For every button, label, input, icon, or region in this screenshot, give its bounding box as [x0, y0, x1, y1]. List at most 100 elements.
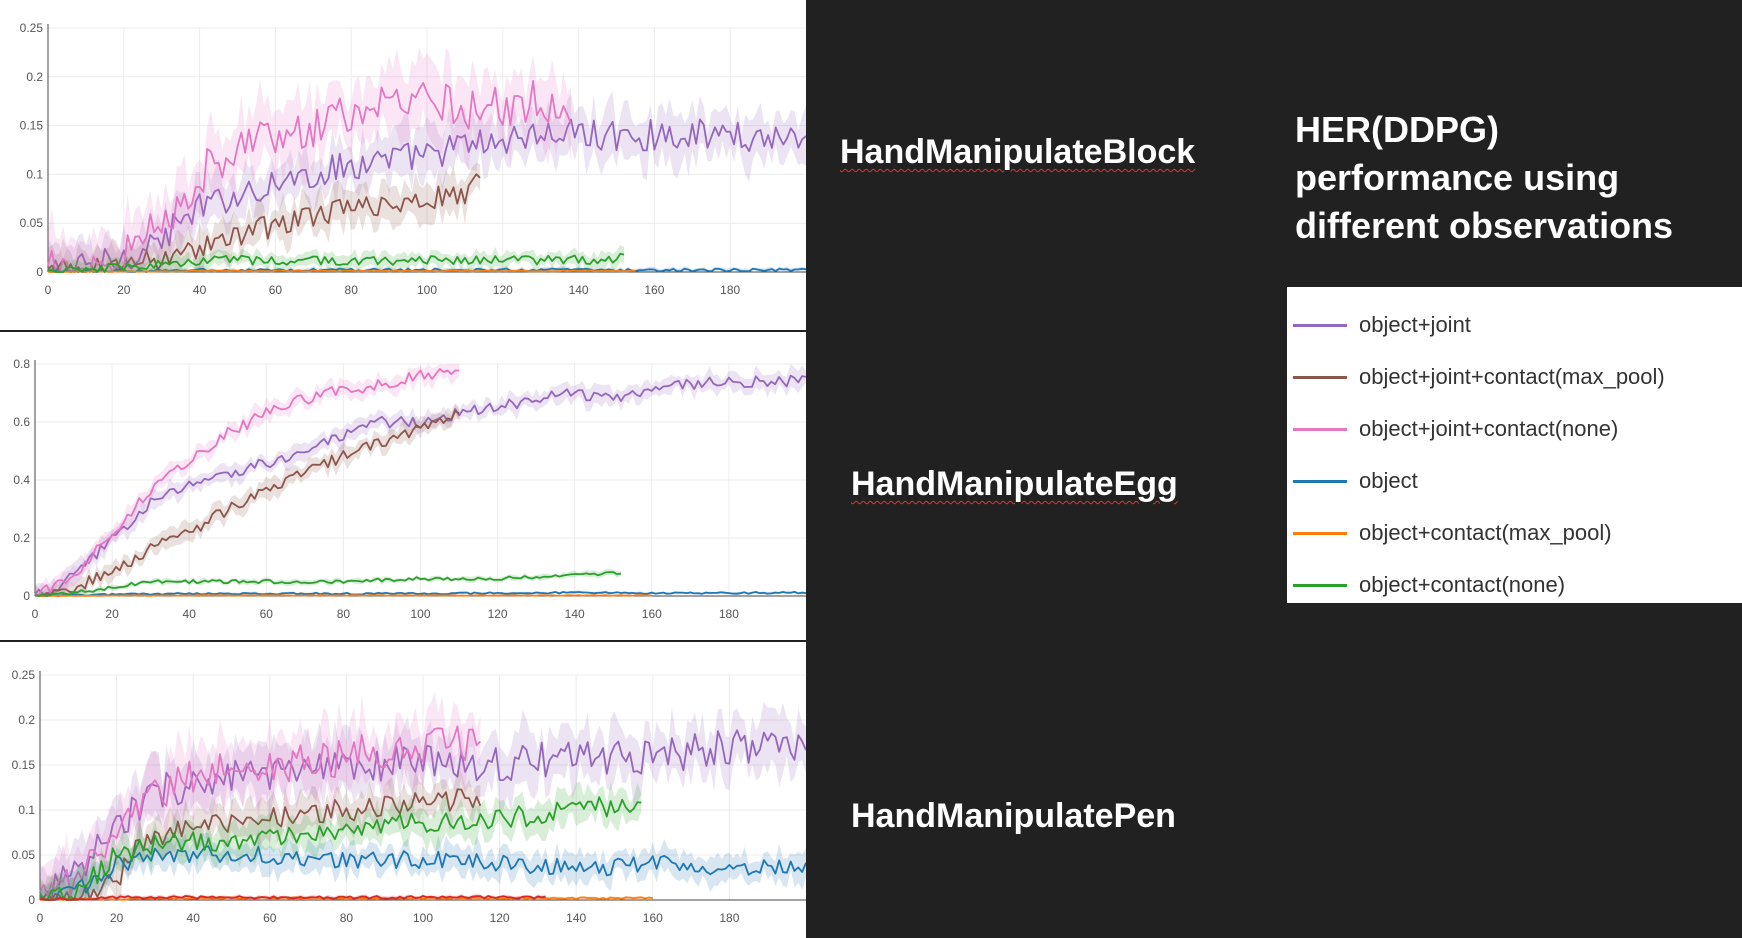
y-tick-label: 0.2: [13, 531, 30, 545]
x-tick-label: 60: [269, 283, 283, 297]
x-tick-label: 100: [417, 283, 437, 297]
x-tick-label: 20: [105, 607, 119, 621]
y-tick-label: 0.25: [12, 668, 36, 682]
legend-item-object-joint: object+joint: [1287, 299, 1742, 351]
series-band: [35, 364, 460, 596]
series-object-joint: [39, 701, 806, 901]
legend-swatch: [1293, 531, 1347, 535]
y-tick-label: 0.15: [20, 119, 44, 133]
series-line: [39, 845, 806, 901]
env-label-block: HandManipulateBlock: [840, 133, 1196, 171]
series-object-contact-none: [34, 569, 622, 597]
x-tick-label: 180: [719, 607, 739, 621]
y-tick-label: 0: [23, 589, 30, 603]
series-line: [39, 725, 482, 897]
x-tick-label: 120: [490, 911, 510, 925]
main-title-line-2: performance using: [1295, 157, 1620, 198]
chart-panel-pen: 0 20 40 60 80 100 120 140 160 180 0 0.05 0.1 0.15 0.2 0…: [0, 642, 806, 938]
main-title-line-1: HER(DDPG): [1295, 109, 1499, 150]
legend-label: object+contact(max_pool): [1359, 520, 1612, 545]
legend-swatch: [1293, 375, 1347, 379]
y-tick-label: 0.6: [13, 415, 30, 429]
x-tick-label: 180: [719, 911, 739, 925]
series-band: [48, 245, 625, 272]
x-tick-label: 100: [413, 911, 433, 925]
legend-swatch: [1293, 479, 1347, 483]
series-line: [34, 368, 460, 597]
chart-pen: 0 20 40 60 80 100 120 140 160 180 0 0.05 0.1 0.15 0.2 0…: [12, 668, 806, 925]
x-tick-label: 160: [644, 283, 664, 297]
x-tick-label: 80: [337, 607, 351, 621]
y-tick-label: 0.1: [18, 803, 35, 817]
x-tick-label: 100: [410, 607, 430, 621]
series-band: [40, 701, 806, 900]
x-tick-label: 120: [493, 283, 513, 297]
y-tick-label: 0.15: [12, 758, 36, 772]
legend: object+joint object+joint+contact(max_po…: [1287, 287, 1742, 603]
x-tick-label: 120: [488, 607, 508, 621]
x-tick-label: 180: [720, 283, 740, 297]
legend-swatch: [1293, 583, 1347, 587]
series-object-contact-max-pool: [47, 269, 636, 273]
series-series-6: [40, 893, 546, 901]
legend-label: object+contact(none): [1359, 572, 1566, 597]
legend-item-object-contact-none: object+contact(none): [1287, 559, 1742, 611]
y-tick-label: 0.05: [12, 848, 36, 862]
series-line: [39, 788, 482, 901]
series-line: [39, 729, 806, 901]
chart-egg: 0 20 40 60 80 100 120 140 160 180 0 0.2 0.4 0.6 0.8: [13, 357, 806, 621]
x-tick-label: 140: [569, 283, 589, 297]
env-label-pen: HandManipulatePen: [851, 797, 1176, 835]
legend-label: object+joint: [1359, 312, 1471, 337]
x-tick-label: 0: [32, 607, 39, 621]
series-object-contact-none: [39, 781, 642, 901]
y-tick-label: 0.1: [26, 167, 43, 181]
series-line: [40, 895, 546, 901]
x-tick-label: 80: [345, 283, 359, 297]
series-line: [47, 269, 636, 273]
x-tick-label: 160: [643, 911, 663, 925]
legend-item-object-joint-contact-none: object+joint+contact(none): [1287, 403, 1742, 455]
y-tick-label: 0.25: [20, 21, 44, 35]
chart-block: 0 20 40 60 80 100 120 140 160 180 0 0.05 0.1 0.15 0.2 0…: [20, 21, 806, 297]
legend-swatch: [1293, 427, 1347, 431]
x-tick-label: 0: [37, 911, 44, 925]
y-tick-label: 0.05: [20, 216, 44, 230]
series-band: [40, 829, 806, 900]
series-object: [35, 590, 806, 597]
x-tick-label: 160: [642, 607, 662, 621]
x-tick-label: 20: [110, 911, 124, 925]
series-object: [39, 829, 806, 901]
series-object-joint-contact-none: [39, 692, 482, 900]
series-line: [34, 410, 460, 597]
legend-label: object: [1359, 468, 1418, 493]
chart-panel-egg: 0 20 40 60 80 100 120 140 160 180 0 0.2 0.4 0.6 0.8: [0, 332, 806, 640]
gridlines: [34, 363, 806, 597]
series-band: [35, 364, 806, 596]
series-line: [47, 80, 572, 273]
x-tick-label: 40: [183, 607, 197, 621]
series-object-contact-none: [47, 245, 625, 273]
chart-panel-block: 0 20 40 60 80 100 120 140 160 180 0 0.05 0.1 0.15 0.2 0…: [0, 0, 806, 330]
y-tick-label: 0: [28, 893, 35, 907]
legend-item-object: object: [1287, 455, 1742, 507]
y-tick-label: 0.2: [18, 713, 35, 727]
series-line: [34, 594, 652, 597]
x-tick-label: 40: [193, 283, 207, 297]
series-band: [48, 46, 571, 273]
y-tick-label: 0: [36, 265, 43, 279]
legend-item-object-contact-max-pool: object+contact(max_pool): [1287, 507, 1742, 559]
series-line: [39, 796, 642, 901]
series-band: [48, 91, 806, 272]
x-tick-label: 40: [187, 911, 201, 925]
legend-swatch: [1293, 323, 1347, 327]
env-label-egg: HandManipulateEgg: [851, 465, 1178, 503]
x-tick-label: 140: [565, 607, 585, 621]
y-tick-label: 0.2: [26, 70, 43, 84]
series-object-joint-contact-none: [47, 46, 572, 273]
series-line: [35, 590, 806, 597]
y-tick-label: 0.4: [13, 473, 30, 487]
legend-item-object-joint-contact-max-pool: object+joint+contact(max_pool): [1287, 351, 1742, 403]
x-tick-label: 20: [117, 283, 131, 297]
legend-label: object+joint+contact(max_pool): [1359, 364, 1665, 389]
